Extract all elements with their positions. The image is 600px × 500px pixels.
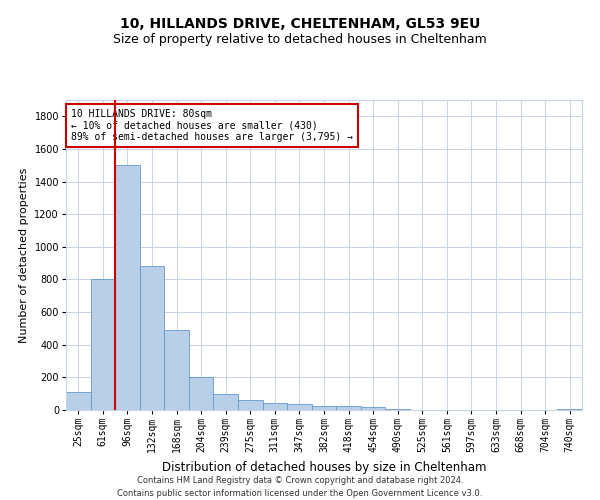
Bar: [312, 406, 336, 410]
Bar: [385, 409, 410, 410]
Y-axis label: Number of detached properties: Number of detached properties: [19, 168, 29, 342]
Bar: [287, 404, 312, 410]
Bar: [189, 376, 214, 410]
Bar: [557, 409, 582, 410]
Bar: [336, 406, 361, 410]
Bar: [164, 330, 189, 410]
Bar: [238, 400, 263, 410]
Text: Size of property relative to detached houses in Cheltenham: Size of property relative to detached ho…: [113, 32, 487, 46]
Text: Contains HM Land Registry data © Crown copyright and database right 2024.
Contai: Contains HM Land Registry data © Crown c…: [118, 476, 482, 498]
Bar: [263, 402, 287, 410]
Bar: [361, 406, 385, 410]
Bar: [66, 392, 91, 410]
Bar: [91, 280, 115, 410]
Bar: [140, 266, 164, 410]
Text: 10, HILLANDS DRIVE, CHELTENHAM, GL53 9EU: 10, HILLANDS DRIVE, CHELTENHAM, GL53 9EU: [120, 18, 480, 32]
Bar: [214, 394, 238, 410]
X-axis label: Distribution of detached houses by size in Cheltenham: Distribution of detached houses by size …: [162, 460, 486, 473]
Bar: [115, 166, 140, 410]
Text: 10 HILLANDS DRIVE: 80sqm
← 10% of detached houses are smaller (430)
89% of semi-: 10 HILLANDS DRIVE: 80sqm ← 10% of detach…: [71, 110, 353, 142]
